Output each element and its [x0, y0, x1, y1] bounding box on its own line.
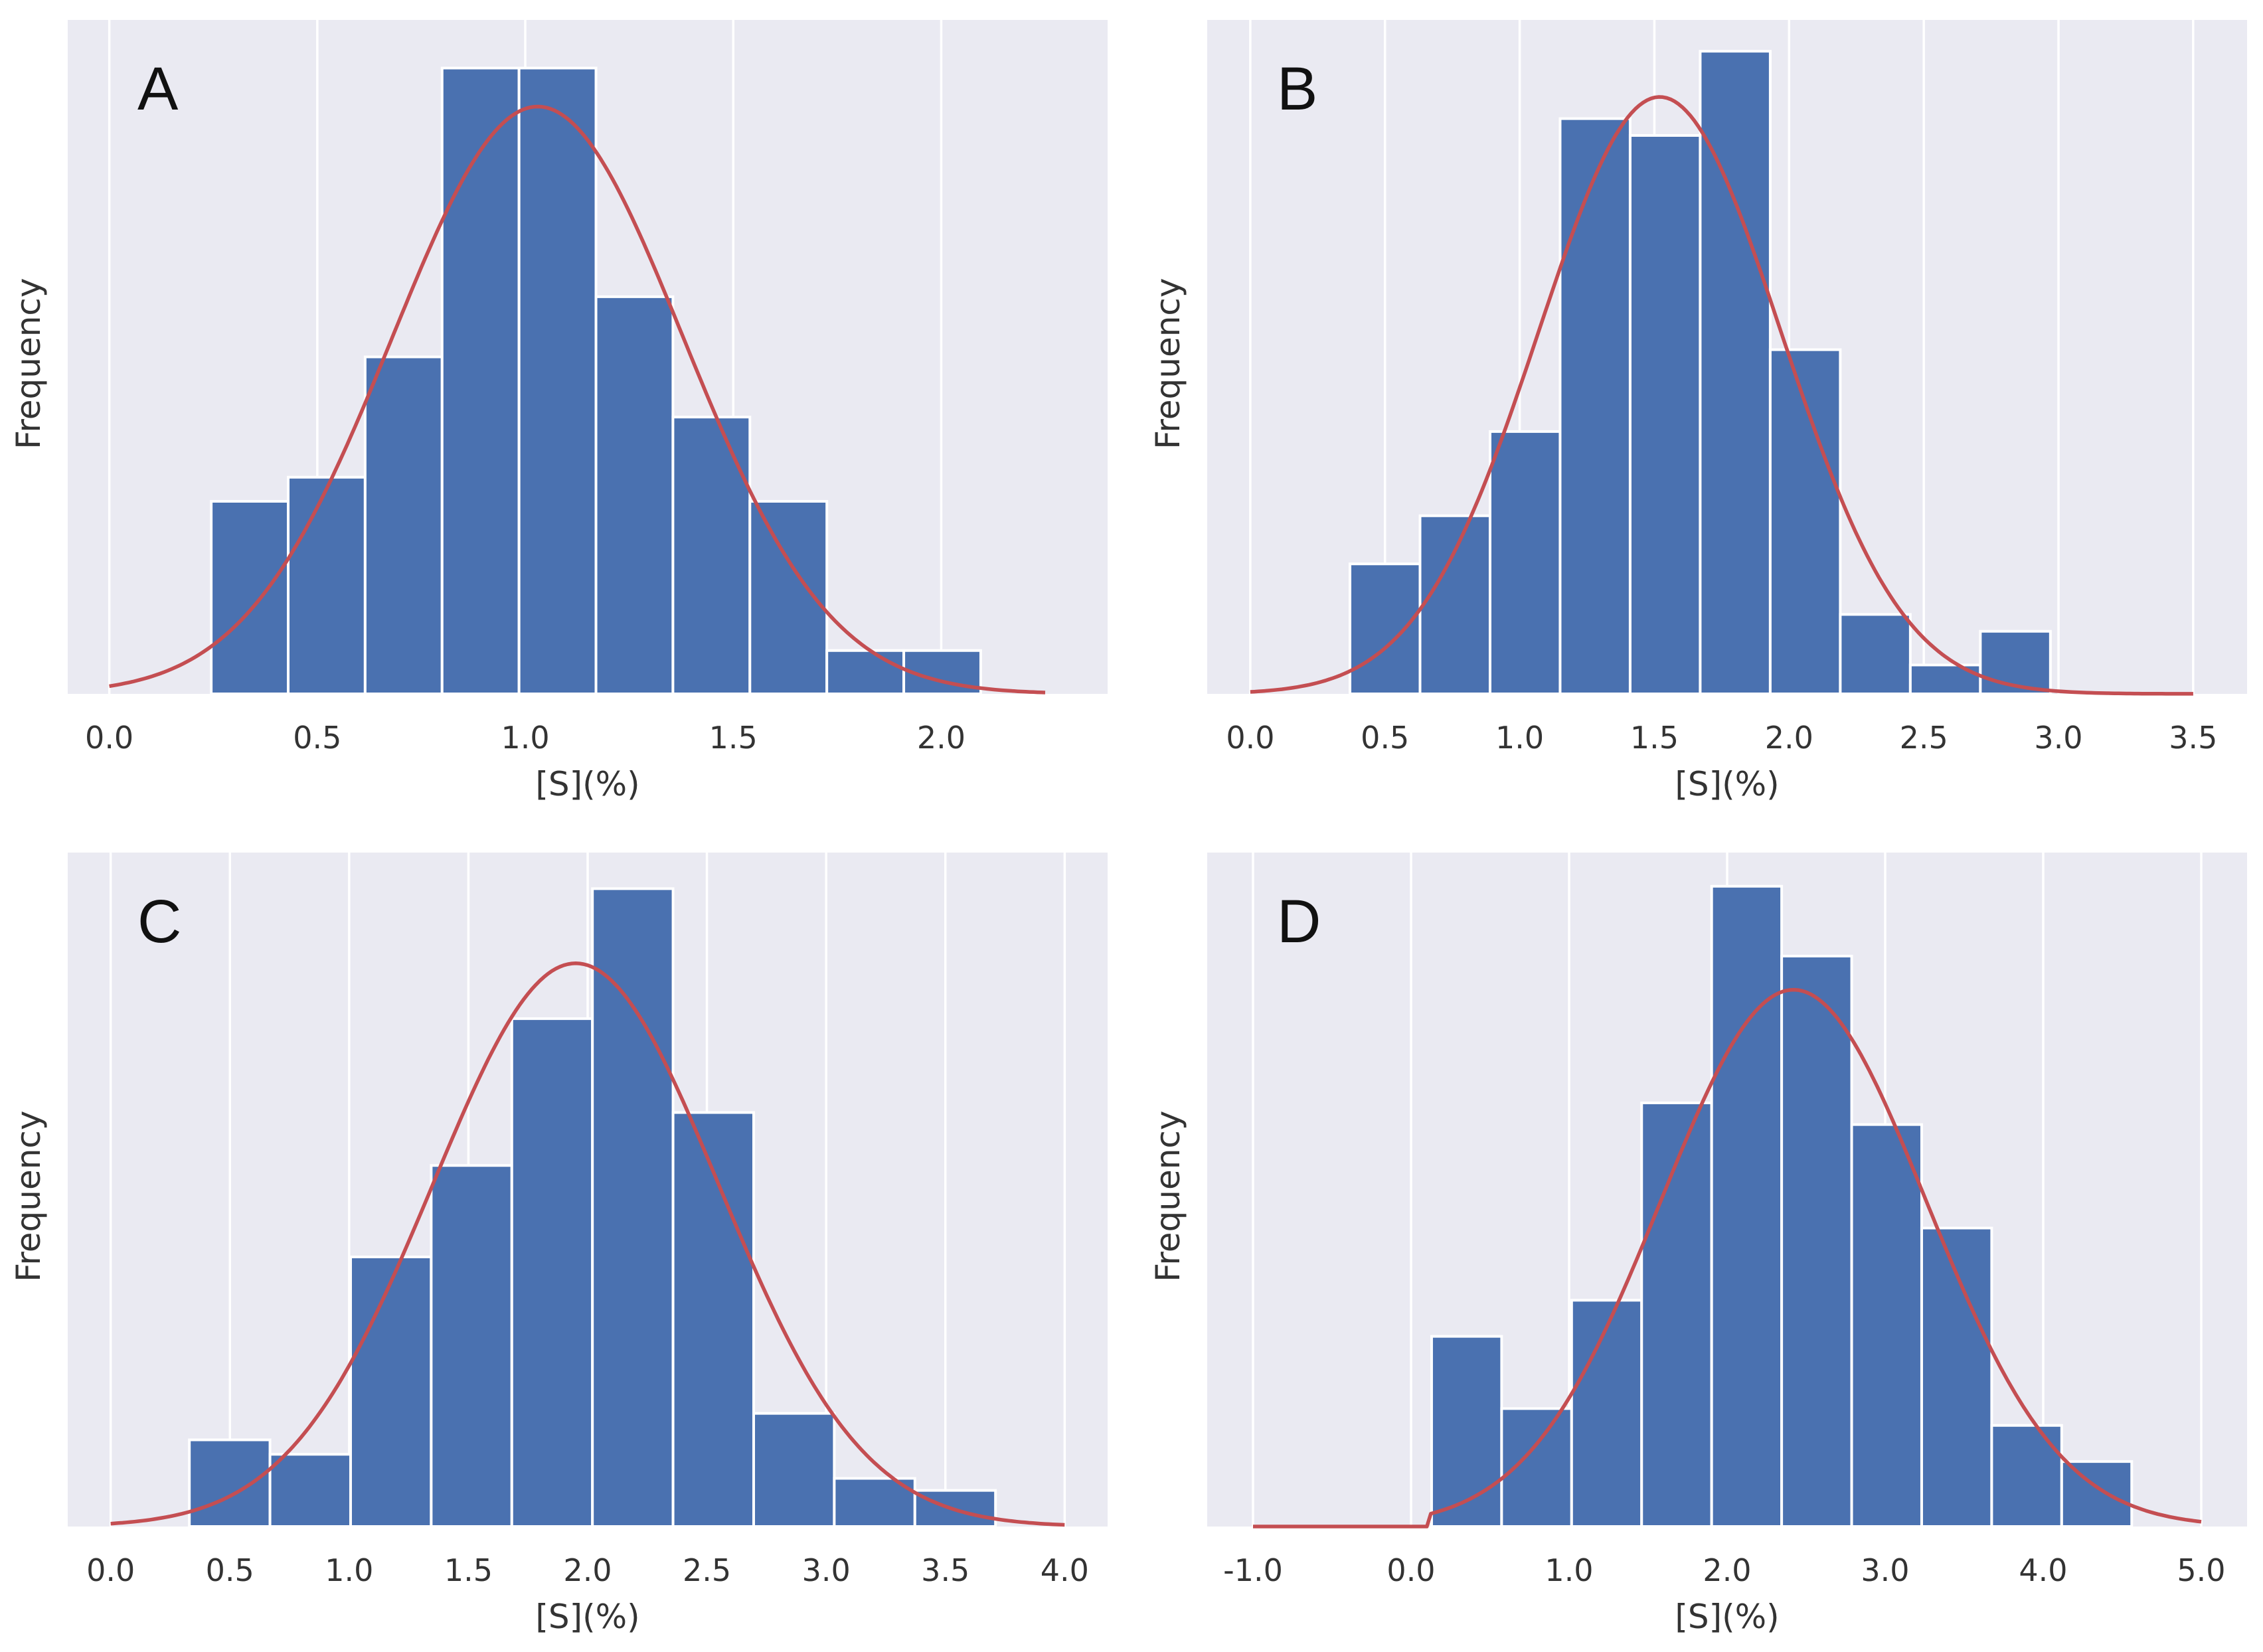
- y-axis-label: Frequency: [9, 1110, 48, 1281]
- histogram-bar: [671, 416, 752, 695]
- normal-fit-curve: [110, 961, 1065, 1527]
- histogram-bar: [430, 1164, 513, 1528]
- x-tick-label: 3.0: [802, 1552, 851, 1588]
- panel-label: D: [1277, 888, 1321, 955]
- x-tick-label: 1.0: [1545, 1552, 1593, 1588]
- histogram-bar: [2060, 1460, 2134, 1528]
- x-tick-label: 3.5: [2169, 720, 2217, 756]
- x-tick-label: 1.0: [325, 1552, 373, 1588]
- x-tick-label: 2.0: [563, 1552, 612, 1588]
- x-tick-label: 2.0: [1765, 720, 1813, 756]
- x-tick-label: 1.5: [709, 720, 758, 756]
- histogram-bar: [671, 1111, 755, 1528]
- histogram-bar: [1640, 1102, 1713, 1528]
- histogram-bar: [591, 887, 675, 1528]
- histogram-bar: [268, 1453, 352, 1528]
- normal-fit-curve: [1250, 95, 2193, 696]
- histogram-bar: [825, 649, 906, 695]
- histogram-bar: [594, 295, 675, 695]
- x-tick-label: 3.0: [1861, 1552, 1909, 1588]
- x-tick-label: 0.0: [1386, 1552, 1435, 1588]
- histogram-bar: [1839, 613, 1912, 695]
- histogram-bar: [1349, 562, 1422, 695]
- x-tick-label: 0.5: [206, 1552, 254, 1588]
- x-tick-label: 1.0: [501, 720, 549, 756]
- x-tick-label: 2.5: [1900, 720, 1948, 756]
- x-tick-label: 5.0: [2177, 1552, 2225, 1588]
- x-tick-label: 2.0: [1703, 1552, 1751, 1588]
- histogram-bar: [752, 1412, 836, 1528]
- histogram-bar: [1570, 1299, 1643, 1528]
- x-tick-label: 3.5: [921, 1552, 969, 1588]
- y-axis-label: Frequency: [9, 278, 48, 449]
- chart-panel-b: 0.0 0.5 1.0 1.5 2.0 2.5 3.0 3.5 B [S](%) Frequency: [1149, 20, 2247, 803]
- histogram-bar: [188, 1438, 272, 1528]
- histogram-bar: [363, 355, 444, 695]
- histogram-bar: [1418, 514, 1491, 695]
- panel-label: B: [1277, 55, 1317, 123]
- histogram-bar: [1628, 134, 1702, 695]
- x-tick-label: 3.0: [2034, 720, 2082, 756]
- histogram-bar: [1850, 1123, 1923, 1528]
- x-axis-label: [S](%): [535, 1598, 639, 1636]
- x-tick-label: 0.5: [1361, 720, 1409, 756]
- x-tick-label: 0.0: [1226, 720, 1274, 756]
- histogram-bar: [1488, 430, 1562, 695]
- histogram-bar: [1430, 1335, 1503, 1528]
- x-axis-label: [S](%): [535, 765, 639, 803]
- x-tick-label: 4.0: [2019, 1552, 2067, 1588]
- x-tick-label: 0.0: [85, 720, 133, 756]
- panel-label: C: [137, 888, 181, 955]
- histogram-bar: [1990, 1424, 2063, 1528]
- histogram-bar: [1699, 50, 1772, 695]
- histogram-bar: [1768, 348, 1842, 695]
- x-tick-label: 2.0: [917, 720, 965, 756]
- histogram-bar: [1780, 954, 1853, 1528]
- histogram-bar: [517, 66, 598, 695]
- histogram-bar: [440, 66, 521, 695]
- normal-fit-curve: [109, 104, 1046, 695]
- panel-label: A: [137, 55, 179, 123]
- histogram-bar: [510, 1017, 594, 1528]
- x-tick-label: 1.5: [1630, 720, 1679, 756]
- chart-panel-d: -1.0 0.0 1.0 2.0 3.0 4.0 5.0 D [S](%) Frequency: [1149, 853, 2247, 1636]
- histogram-bar: [349, 1256, 433, 1528]
- x-tick-label: 1.0: [1495, 720, 1544, 756]
- histogram-bar: [1710, 884, 1784, 1528]
- y-axis-label: Frequency: [1149, 1110, 1187, 1281]
- x-tick-label: 2.5: [683, 1552, 731, 1588]
- histogram-bar: [210, 500, 290, 695]
- x-tick-label: 1.5: [444, 1552, 493, 1588]
- normal-fit-curve: [1253, 987, 2202, 1528]
- y-axis-label: Frequency: [1149, 278, 1187, 449]
- x-tick-label: 0.5: [293, 720, 341, 756]
- x-tick-label: 4.0: [1041, 1552, 1089, 1588]
- chart-panel-a: 0.0 0.5 1.0 1.5 2.0 A [S](%) Frequency: [9, 20, 1108, 803]
- x-axis-label: [S](%): [1675, 765, 1779, 803]
- x-tick-label: 0.0: [86, 1552, 135, 1588]
- x-tick-label: -1.0: [1223, 1552, 1283, 1588]
- histogram-bar: [1979, 629, 2052, 695]
- histogram-bar: [286, 475, 367, 695]
- histogram-bar: [1558, 117, 1632, 695]
- x-axis-label: [S](%): [1675, 1598, 1779, 1636]
- chart-panel-c: 0.0 0.5 1.0 1.5 2.0 2.5 3.0 3.5 4.0 C [S](%) Freque…: [9, 853, 1108, 1636]
